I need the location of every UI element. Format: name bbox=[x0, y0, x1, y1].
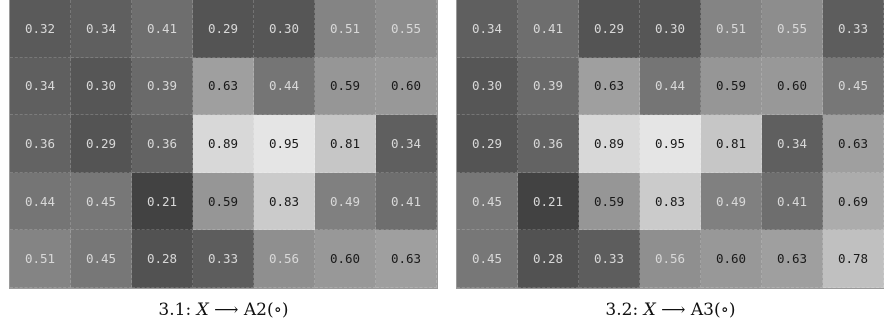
heatmap-cell: 0.36 bbox=[10, 115, 71, 173]
heatmap-cell: 0.45 bbox=[457, 230, 518, 288]
heatmap-cell: 0.45 bbox=[71, 172, 132, 231]
heatmap-cell: 0.59 bbox=[193, 172, 254, 231]
heatmap-cell: 0.60 bbox=[376, 57, 437, 116]
heatmap-panel-a3: 0.34 0.41 0.29 0.30 0.51 0.55 0.33 0.30 0.39 0.63… bbox=[456, 0, 884, 320]
heatmap-cell: 0.41 bbox=[132, 0, 193, 58]
caption-label: 3.1: bbox=[158, 300, 197, 320]
heatmap-cell: 0.69 bbox=[823, 172, 884, 231]
heatmap-cell: 0.34 bbox=[376, 115, 437, 173]
heatmap-cell: 0.34 bbox=[762, 115, 823, 173]
heatmap-cell: 0.45 bbox=[71, 230, 132, 288]
heatmap-cell: 0.55 bbox=[376, 0, 437, 58]
heatmap-cell: 0.30 bbox=[71, 57, 132, 116]
panel-caption: 3.1: X ⟶ A2(∘) bbox=[9, 300, 438, 320]
heatmap-panel-a2: 0.32 0.34 0.41 0.29 0.30 0.51 0.55 0.34 0.30 0.39… bbox=[9, 0, 438, 320]
heatmap-cell: 0.89 bbox=[193, 115, 254, 173]
heatmap-cell: 0.30 bbox=[457, 57, 518, 116]
heatmap-cell: 0.36 bbox=[518, 115, 579, 173]
heatmap-cell: 0.44 bbox=[640, 57, 701, 116]
heatmap-cell: 0.55 bbox=[762, 0, 823, 58]
heatmap-cell: 0.59 bbox=[579, 172, 640, 231]
heatmap-cell: 0.59 bbox=[701, 57, 762, 116]
heatmap-cell: 0.81 bbox=[315, 115, 376, 173]
caption-variable: X bbox=[643, 300, 656, 320]
heatmap-cell: 0.34 bbox=[71, 0, 132, 58]
heatmap-cell: 0.51 bbox=[701, 0, 762, 58]
heatmap-cell: 0.60 bbox=[762, 57, 823, 116]
heatmap-cell: 0.29 bbox=[193, 0, 254, 58]
heatmap-cell: 0.39 bbox=[132, 57, 193, 116]
heatmap-cell: 0.49 bbox=[315, 172, 376, 231]
heatmap-cell: 0.83 bbox=[254, 172, 315, 231]
heatmap-cell: 0.63 bbox=[376, 230, 437, 288]
heatmap-cell: 0.95 bbox=[640, 115, 701, 173]
heatmap-cell: 0.56 bbox=[254, 230, 315, 288]
heatmap-cell: 0.29 bbox=[457, 115, 518, 173]
heatmap-cell: 0.51 bbox=[315, 0, 376, 58]
heatmap-cell: 0.21 bbox=[132, 172, 193, 231]
heatmap-cell: 0.21 bbox=[518, 172, 579, 231]
heatmap-cell: 0.56 bbox=[640, 230, 701, 288]
heatmap-cell: 0.78 bbox=[823, 230, 884, 288]
heatmap-cell: 0.29 bbox=[71, 115, 132, 173]
heatmap-cell: 0.34 bbox=[457, 0, 518, 58]
heatmap-cell: 0.30 bbox=[640, 0, 701, 58]
heatmap-cell: 0.95 bbox=[254, 115, 315, 173]
caption-target: A2(∘) bbox=[243, 300, 289, 320]
heatmap-cell: 0.44 bbox=[254, 57, 315, 116]
heatmap-cell: 0.60 bbox=[315, 230, 376, 288]
heatmap-cell: 0.81 bbox=[701, 115, 762, 173]
heatmap-cell: 0.89 bbox=[579, 115, 640, 173]
heatmap-cell: 0.59 bbox=[315, 57, 376, 116]
heatmap-cell: 0.51 bbox=[10, 230, 71, 288]
heatmap-cell: 0.45 bbox=[823, 57, 884, 116]
heatmap-grid: 0.32 0.34 0.41 0.29 0.30 0.51 0.55 0.34 0.30 0.39… bbox=[9, 0, 438, 289]
heatmap-cell: 0.28 bbox=[132, 230, 193, 288]
heatmap-cell: 0.60 bbox=[701, 230, 762, 288]
heatmap-cell: 0.63 bbox=[579, 57, 640, 116]
heatmap-cell: 0.83 bbox=[640, 172, 701, 231]
caption-label: 3.2: bbox=[605, 300, 644, 320]
heatmap-cell: 0.49 bbox=[701, 172, 762, 231]
heatmap-cell: 0.36 bbox=[132, 115, 193, 173]
heatmap-cell: 0.34 bbox=[10, 57, 71, 116]
panel-caption: 3.2: X ⟶ A3(∘) bbox=[456, 300, 884, 320]
heatmap-cell: 0.41 bbox=[376, 172, 437, 231]
heatmap-cell: 0.29 bbox=[579, 0, 640, 58]
heatmap-cell: 0.30 bbox=[254, 0, 315, 58]
heatmap-cell: 0.32 bbox=[10, 0, 71, 58]
heatmap-cell: 0.63 bbox=[762, 230, 823, 288]
caption-arrow: ⟶ bbox=[208, 300, 244, 320]
caption-arrow: ⟶ bbox=[655, 300, 691, 320]
heatmap-cell: 0.45 bbox=[457, 172, 518, 231]
heatmap-cell: 0.63 bbox=[193, 57, 254, 116]
heatmap-cell: 0.41 bbox=[518, 0, 579, 58]
caption-target: A3(∘) bbox=[690, 300, 736, 320]
heatmap-cell: 0.39 bbox=[518, 57, 579, 116]
heatmap-cell: 0.63 bbox=[823, 115, 884, 173]
heatmap-grid: 0.34 0.41 0.29 0.30 0.51 0.55 0.33 0.30 0.39 0.63… bbox=[456, 0, 884, 289]
heatmap-cell: 0.41 bbox=[762, 172, 823, 231]
heatmap-cell: 0.33 bbox=[579, 230, 640, 288]
heatmap-cell: 0.44 bbox=[10, 172, 71, 231]
caption-variable: X bbox=[196, 300, 209, 320]
heatmap-cell: 0.33 bbox=[193, 230, 254, 288]
heatmap-cell: 0.28 bbox=[518, 230, 579, 288]
heatmap-cell: 0.33 bbox=[823, 0, 884, 58]
